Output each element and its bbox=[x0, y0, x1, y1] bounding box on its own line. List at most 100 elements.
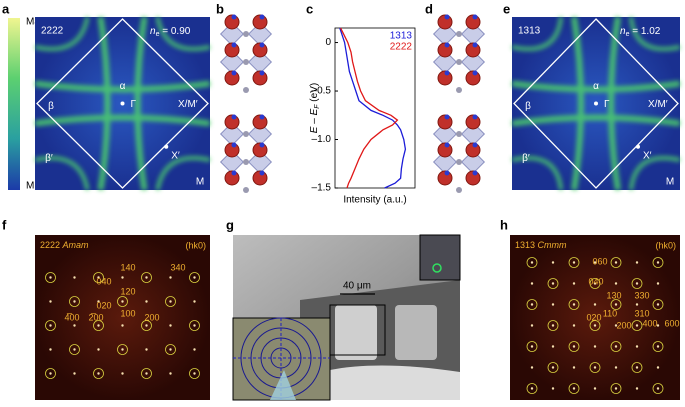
band bbox=[511, 156, 563, 191]
label: M bbox=[196, 177, 204, 188]
inset-right bbox=[419, 234, 461, 281]
band bbox=[571, 16, 584, 191]
indexed-ring bbox=[652, 257, 664, 268]
band bbox=[511, 16, 563, 51]
spectrum-line bbox=[339, 27, 407, 189]
bragg-spot bbox=[593, 324, 597, 327]
diffraction-map bbox=[35, 235, 210, 400]
bragg-spot bbox=[551, 366, 555, 369]
bragg-spot bbox=[572, 282, 576, 285]
sample: 1313 bbox=[515, 240, 535, 250]
indexed-ring bbox=[45, 272, 56, 283]
label: X′ bbox=[643, 150, 652, 161]
brillouin-zone bbox=[36, 18, 209, 189]
label: (hk0) bbox=[185, 240, 206, 250]
indexed-ring bbox=[652, 341, 664, 352]
density-subscript: e bbox=[156, 31, 160, 38]
band bbox=[629, 156, 681, 191]
crystal-structure bbox=[432, 14, 486, 193]
bragg-spot bbox=[593, 303, 597, 306]
atom-ni bbox=[444, 142, 450, 148]
label: 1313 bbox=[518, 26, 541, 37]
bragg-spot bbox=[530, 366, 534, 369]
atom-ni bbox=[259, 70, 265, 76]
indexed-ring bbox=[631, 278, 643, 289]
bragg-spot bbox=[635, 366, 639, 369]
indexed-ring bbox=[526, 341, 538, 352]
atom-o bbox=[456, 59, 462, 65]
bragg-spot bbox=[97, 348, 100, 351]
atom-ni bbox=[231, 170, 237, 176]
band bbox=[155, 16, 211, 51]
octahedron bbox=[247, 121, 273, 147]
bragg-spot bbox=[145, 276, 148, 279]
atom-ni bbox=[259, 14, 265, 20]
bragg-spot bbox=[193, 348, 196, 351]
lamella bbox=[335, 305, 377, 360]
gamma-point bbox=[120, 101, 125, 106]
bragg-spot bbox=[49, 300, 52, 303]
atom-ni bbox=[472, 114, 478, 120]
label: 40 μm bbox=[343, 281, 371, 292]
indexed-ring bbox=[547, 278, 559, 289]
octahedron bbox=[247, 149, 273, 175]
octahedron bbox=[247, 49, 273, 75]
tip bbox=[270, 370, 296, 400]
label: 040 bbox=[96, 276, 111, 286]
bragg-spot bbox=[614, 324, 618, 327]
indexed-ring bbox=[589, 362, 601, 373]
indexed-ring bbox=[568, 299, 580, 310]
indexed-ring bbox=[526, 383, 538, 394]
y-label-sub: F bbox=[314, 104, 321, 109]
indexed-ring bbox=[547, 362, 559, 373]
bragg-spot bbox=[656, 261, 660, 264]
atom-ni bbox=[444, 170, 450, 176]
density-symbol: n bbox=[620, 26, 626, 37]
bragg-spot bbox=[49, 276, 52, 279]
octahedron bbox=[219, 149, 245, 175]
bragg-spot bbox=[593, 387, 597, 390]
bragg-spot bbox=[614, 261, 618, 264]
indexed-ring bbox=[610, 257, 622, 268]
label: 110 bbox=[603, 308, 617, 318]
octahedron bbox=[432, 149, 458, 175]
band bbox=[511, 80, 681, 93]
atom-ni bbox=[472, 170, 478, 176]
bragg-spot bbox=[97, 276, 100, 279]
indexed-ring bbox=[568, 341, 580, 352]
bragg-spot bbox=[572, 345, 576, 348]
octahedron bbox=[460, 21, 486, 47]
octahedron bbox=[460, 49, 486, 75]
indexed-ring bbox=[526, 299, 538, 310]
octahedron bbox=[432, 121, 458, 147]
band bbox=[629, 16, 681, 51]
density-value: = 0.90 bbox=[159, 26, 190, 37]
indexed-ring bbox=[165, 344, 176, 355]
panel-letter: d bbox=[425, 1, 433, 16]
bragg-spot bbox=[145, 324, 148, 327]
bragg-spot bbox=[121, 276, 124, 279]
label: (hk0) bbox=[655, 240, 676, 250]
label: –1.0 bbox=[312, 134, 332, 145]
label: β bbox=[525, 101, 531, 112]
atom-o bbox=[456, 131, 462, 137]
spectrum-line bbox=[340, 27, 399, 189]
bragg-spot bbox=[530, 261, 534, 264]
bragg-spot bbox=[193, 372, 196, 375]
bragg-spot bbox=[614, 345, 618, 348]
label: β′ bbox=[45, 153, 53, 164]
octahedron bbox=[460, 149, 486, 175]
octahedron bbox=[219, 121, 245, 147]
bragg-spot bbox=[656, 345, 660, 348]
label: 040 bbox=[588, 276, 603, 286]
bragg-spot bbox=[572, 387, 576, 390]
bragg-spot bbox=[572, 324, 576, 327]
bragg-spot bbox=[614, 282, 618, 285]
bragg-spot bbox=[656, 366, 660, 369]
density-subscript: e bbox=[626, 31, 630, 38]
label: 060 bbox=[592, 256, 607, 266]
bands bbox=[511, 16, 681, 191]
indexed-ring bbox=[568, 383, 580, 394]
bragg-spot bbox=[97, 324, 100, 327]
